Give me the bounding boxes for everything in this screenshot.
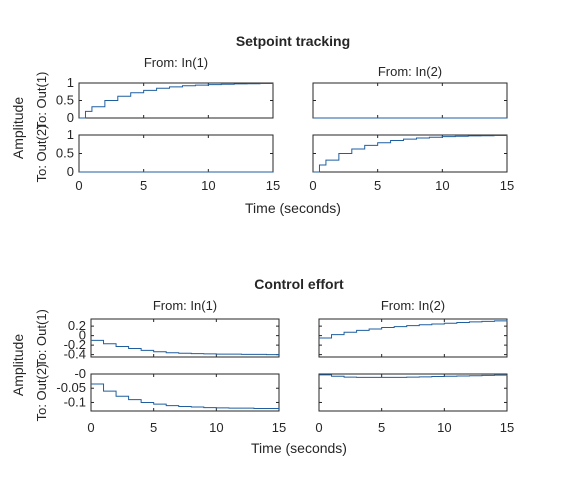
row-label: To: Out(2) bbox=[34, 125, 49, 183]
axes-frame bbox=[90, 373, 280, 412]
row-label: To: Out(1) bbox=[34, 72, 49, 130]
x-tick-label: 0 bbox=[87, 420, 94, 435]
axes-frame bbox=[78, 134, 274, 173]
row-label: To: Out(1) bbox=[34, 309, 49, 367]
y-axis-label: Amplitude bbox=[10, 97, 26, 159]
x-tick-label: 15 bbox=[266, 178, 280, 193]
y-tick-label: 0.5 bbox=[56, 93, 74, 108]
x-tick-label: 15 bbox=[272, 420, 286, 435]
column-title: From: In(2) bbox=[378, 64, 442, 79]
y-tick-label: 0.2 bbox=[68, 318, 86, 333]
x-tick-label: 0 bbox=[309, 178, 316, 193]
y-tick-label: -0.05 bbox=[56, 380, 86, 395]
x-tick-label: 5 bbox=[374, 178, 381, 193]
response-series bbox=[319, 374, 508, 378]
response-series bbox=[91, 383, 279, 409]
axes-frame bbox=[318, 373, 508, 412]
y-axis-label: Amplitude bbox=[10, 334, 26, 396]
x-tick-label: 0 bbox=[315, 420, 322, 435]
chart-control-effort: Control effort From: In(1) From: In(2) To: … bbox=[10, 276, 514, 456]
x-tick-label: 5 bbox=[140, 178, 147, 193]
response-series bbox=[79, 83, 274, 119]
subplot-axes bbox=[312, 82, 508, 119]
x-axis-label: Time (seconds) bbox=[245, 200, 341, 216]
subplot-axes: 0.20-0.2-0.4 bbox=[64, 318, 280, 362]
x-tick-label: 5 bbox=[378, 420, 385, 435]
subplot-axes: 0 5 10 15 bbox=[315, 373, 514, 435]
y-tick-label: 1 bbox=[67, 127, 74, 142]
chart-setpoint-tracking: Setpoint tracking From: In(1) From: In(2) T… bbox=[10, 33, 514, 216]
x-tick-label: 0 bbox=[75, 178, 82, 193]
axes-frame bbox=[318, 318, 508, 358]
response-series bbox=[313, 135, 508, 173]
axes-frame bbox=[312, 82, 508, 119]
x-tick-label: 10 bbox=[435, 178, 449, 193]
response-series bbox=[319, 320, 508, 339]
y-tick-label: 0 bbox=[79, 328, 86, 343]
subplot-axes: -0-0.05-0.10 5 10 15 bbox=[56, 366, 286, 435]
subplot-axes: 00.510 5 10 15 bbox=[56, 127, 280, 193]
subplot-axes bbox=[318, 318, 508, 358]
x-tick-label: 10 bbox=[437, 420, 451, 435]
chart-title: Control effort bbox=[254, 276, 344, 292]
column-title: From: In(1) bbox=[144, 55, 208, 70]
column-title: From: In(1) bbox=[153, 298, 217, 313]
y-tick-label: -0.4 bbox=[64, 347, 86, 362]
column-title: From: In(2) bbox=[381, 298, 445, 313]
y-tick-label: 0.5 bbox=[56, 146, 74, 161]
x-tick-label: 15 bbox=[500, 420, 514, 435]
y-tick-label: 0 bbox=[67, 164, 74, 179]
x-axis-label: Time (seconds) bbox=[251, 440, 347, 456]
subplot-axes: 00.51 bbox=[56, 75, 274, 125]
axes-frame bbox=[90, 318, 280, 358]
x-tick-label: 10 bbox=[209, 420, 223, 435]
subplot-axes: 0 5 10 15 bbox=[309, 134, 514, 193]
x-tick-label: 10 bbox=[201, 178, 215, 193]
y-tick-label: -0.2 bbox=[64, 337, 86, 352]
y-tick-label: 1 bbox=[67, 75, 74, 90]
y-tick-label: 0 bbox=[67, 110, 74, 125]
x-tick-label: 5 bbox=[150, 420, 157, 435]
y-tick-label: -0.1 bbox=[64, 394, 86, 409]
x-tick-label: 15 bbox=[500, 178, 514, 193]
row-label: To: Out(2) bbox=[34, 364, 49, 422]
response-series bbox=[91, 339, 279, 356]
y-tick-label: -0 bbox=[74, 366, 86, 381]
chart-title: Setpoint tracking bbox=[236, 33, 350, 49]
